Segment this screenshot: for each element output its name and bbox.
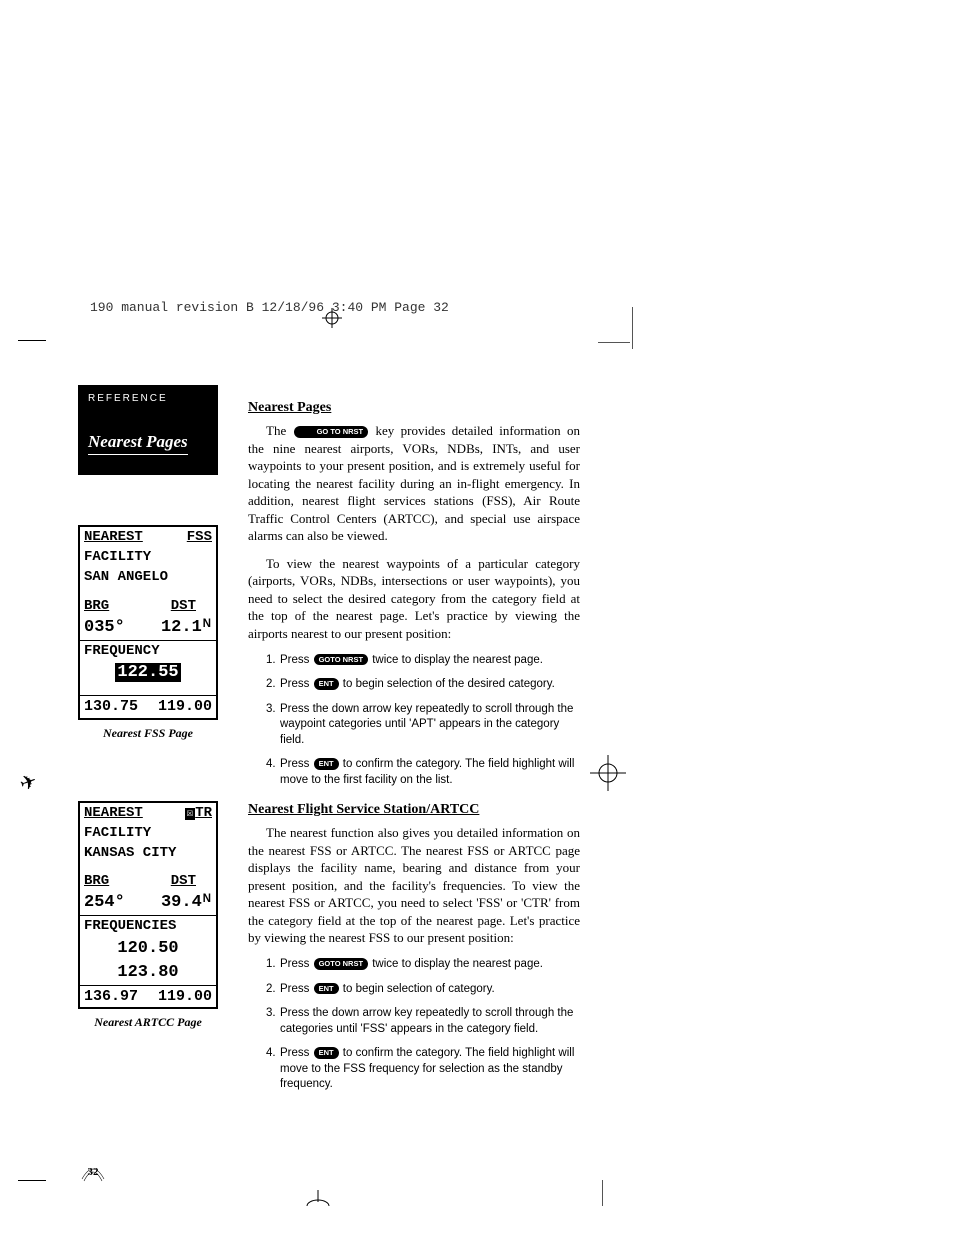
step-item: 4. Press ENT to confirm the category. Th… bbox=[266, 1046, 580, 1093]
frequency-label: FREQUENCY bbox=[80, 641, 216, 661]
panel-heading: NEAREST bbox=[84, 804, 143, 822]
plane-icon: ✈ bbox=[16, 768, 40, 797]
panel-heading: NEAREST bbox=[84, 528, 143, 546]
fss-display-panel: NEAREST FSS FACILITY SAN ANGELO BRG DST … bbox=[78, 525, 218, 720]
step-item: 4. Press ENT to confirm the category. Th… bbox=[266, 757, 580, 788]
goto-nrst-key-icon: GOTO NRST bbox=[314, 654, 368, 666]
paragraph: To view the nearest waypoints of a parti… bbox=[248, 555, 580, 643]
section-heading: Nearest Flight Service Station/ARTCC bbox=[248, 802, 580, 818]
dst-label: DST bbox=[171, 597, 196, 615]
main-content: Nearest Pages The GO TO NRST key provide… bbox=[248, 400, 580, 1102]
dst-value: 39.4ᴺ bbox=[161, 892, 212, 914]
ent-key-icon: ENT bbox=[314, 1047, 339, 1059]
crop-mark bbox=[18, 340, 46, 341]
paragraph: The GO TO NRST key provides detailed inf… bbox=[248, 422, 580, 545]
facility-label: FACILITY bbox=[80, 823, 216, 843]
brg-label: BRG bbox=[84, 597, 109, 615]
step-item: 3. Press the down arrow key repeatedly t… bbox=[266, 702, 580, 749]
facility-label: FACILITY bbox=[80, 547, 216, 567]
artcc-display-panel: NEAREST ☒TR FACILITY KANSAS CITY BRG DST… bbox=[78, 801, 218, 1010]
panel-category: FSS bbox=[187, 528, 212, 546]
goto-nrst-key-icon: GOTO NRST bbox=[314, 958, 368, 970]
page-number-ornament: 32 bbox=[78, 1155, 108, 1191]
step-item: 3. Press the down arrow key repeatedly t… bbox=[266, 1006, 580, 1037]
step-item: 1. Press GOTO NRST twice to display the … bbox=[266, 653, 580, 669]
freq-bottom-left: 130.75 bbox=[84, 697, 138, 717]
steps-list: 1. Press GOTO NRST twice to display the … bbox=[266, 957, 580, 1093]
dst-value: 12.1ᴺ bbox=[161, 617, 212, 639]
frequency-value: 122.55 bbox=[115, 663, 180, 682]
step-item: 2. Press ENT to begin selection of the d… bbox=[266, 677, 580, 693]
brg-label: BRG bbox=[84, 872, 109, 890]
facility-name: SAN ANGELO bbox=[80, 567, 216, 587]
panel-category: TR bbox=[195, 805, 212, 821]
goto-nrst-key-icon: GO TO NRST bbox=[294, 426, 369, 438]
crop-mark bbox=[602, 1180, 603, 1206]
brg-value: 254° bbox=[84, 892, 125, 914]
freq-1: 120.50 bbox=[80, 937, 216, 961]
ent-key-icon: ENT bbox=[314, 678, 339, 690]
facility-name: KANSAS CITY bbox=[80, 843, 216, 863]
freq-bottom-left: 136.97 bbox=[84, 987, 138, 1007]
dst-label: DST bbox=[171, 872, 196, 890]
artcc-caption: Nearest ARTCC Page bbox=[78, 1015, 218, 1030]
fss-caption: Nearest FSS Page bbox=[78, 726, 218, 741]
registration-mark-bottom bbox=[305, 1190, 331, 1213]
crop-mark bbox=[18, 1180, 46, 1181]
reference-label: REFERENCE bbox=[88, 393, 208, 404]
brg-value: 035° bbox=[84, 617, 125, 639]
freq-bottom-right: 119.00 bbox=[158, 697, 212, 717]
section-title-box: REFERENCE Nearest Pages bbox=[78, 385, 218, 475]
steps-list: 1. Press GOTO NRST twice to display the … bbox=[266, 653, 580, 789]
sidebar: REFERENCE Nearest Pages NEAREST FSS FACI… bbox=[78, 385, 218, 1090]
ctr-icon: ☒ bbox=[185, 808, 196, 820]
ent-key-icon: ENT bbox=[314, 758, 339, 770]
step-item: 1. Press GOTO NRST twice to display the … bbox=[266, 957, 580, 973]
frequencies-label: FREQUENCIES bbox=[80, 916, 216, 936]
registration-target-icon bbox=[590, 755, 626, 791]
page-header: 190 manual revision B 12/18/96 3:40 PM P… bbox=[90, 300, 449, 315]
crop-mark bbox=[632, 307, 633, 349]
nearest-pages-title: Nearest Pages bbox=[88, 432, 188, 455]
paragraph: The nearest function also gives you deta… bbox=[248, 824, 580, 947]
section-heading: Nearest Pages bbox=[248, 400, 580, 416]
step-item: 2. Press ENT to begin selection of categ… bbox=[266, 982, 580, 998]
freq-bottom-right: 119.00 bbox=[158, 987, 212, 1007]
ent-key-icon: ENT bbox=[314, 983, 339, 995]
crop-mark bbox=[598, 342, 630, 343]
freq-2: 123.80 bbox=[80, 961, 216, 985]
registration-mark-top bbox=[322, 308, 342, 331]
